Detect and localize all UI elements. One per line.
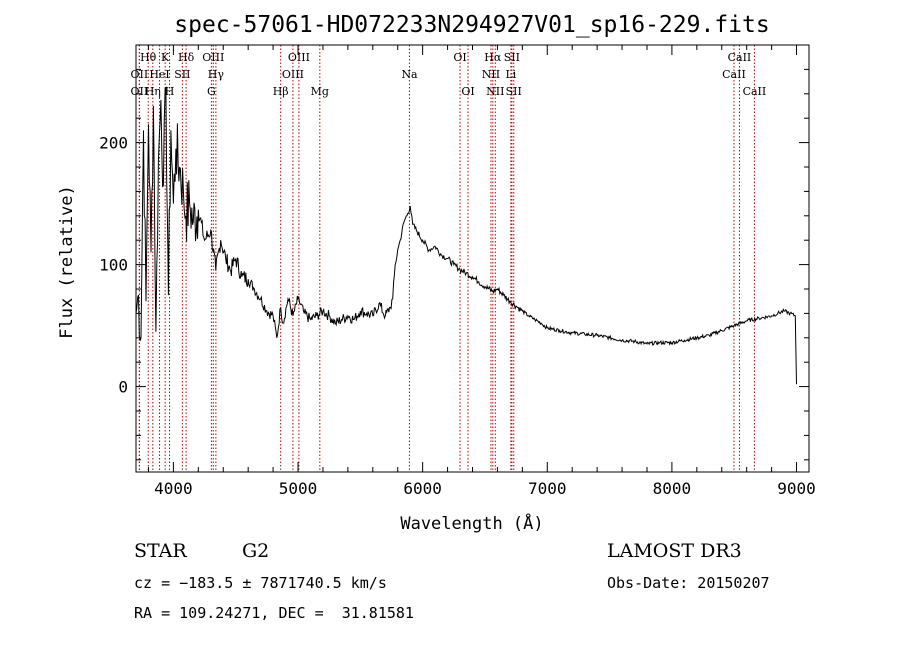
line-marker-label-1: OII	[131, 85, 149, 98]
x-axis-label: Wavelength (Å)	[400, 512, 543, 534]
chart-title: spec-57061-HD072233N294927V01_sp16-229.f…	[174, 12, 769, 38]
coordinates: RA = 109.24271, DEC = 31.81581	[134, 604, 414, 622]
line-marker-label-18: OI	[461, 85, 474, 98]
line-marker-label-3: Hη	[145, 85, 161, 98]
obs-date: Obs-Date: 20150207	[607, 574, 770, 592]
y-tick-label-1: 100	[99, 256, 128, 275]
line-marker-label-17: OI	[453, 51, 466, 64]
line-marker-label-16: Na	[401, 68, 418, 81]
y-axis-ticks: 0 100 200	[99, 68, 809, 461]
line-marker-label-13: OIII	[282, 68, 304, 81]
line-marker-label-12: Hβ	[273, 85, 289, 98]
survey-name: LAMOST DR3	[607, 540, 742, 562]
line-marker-label-25: CaII	[722, 68, 746, 81]
line-marker-label-22: SII	[504, 51, 520, 64]
line-marker-label-9: OIII	[202, 51, 224, 64]
x-tick-label-4: 8000	[653, 479, 692, 498]
subclass: G2	[242, 540, 270, 562]
line-marker-label-15: Mg	[311, 85, 329, 98]
line-marker-labels: OII OII Hθ Hη HeI K H SII Hδ OIII Hγ G Hβ OIII OIII Mg N…	[131, 51, 767, 98]
x-tick-label-1: 5000	[279, 479, 318, 498]
x-tick-label-0: 4000	[154, 479, 193, 498]
x-axis-ticks: 4000 5000 6000 7000 8000 9000	[147, 45, 816, 498]
x-tick-label-2: 6000	[403, 479, 442, 498]
line-marker-label-7: SII	[174, 68, 190, 81]
line-marker-label-20: Hα	[484, 51, 502, 64]
line-marker-label-6: H	[165, 85, 175, 98]
line-marker-label-10: Hγ	[208, 68, 225, 81]
y-axis-label: Flux (relative)	[57, 185, 77, 339]
y-tick-label-0: 0	[118, 378, 128, 397]
line-marker-label-5: K	[161, 51, 170, 64]
y-tick-label-2: 200	[99, 134, 128, 153]
object-class: STAR	[134, 540, 187, 562]
line-marker-label-23: Li	[505, 68, 516, 81]
line-marker-label-24: SII	[506, 85, 522, 98]
line-marker-label-27: CaII	[743, 85, 767, 98]
line-marker-label-19: NII	[482, 68, 500, 81]
x-tick-label-5: 9000	[777, 479, 816, 498]
line-marker-label-2: Hθ	[140, 51, 157, 64]
line-marker-label-8: Hδ	[178, 51, 195, 64]
line-marker-label-11: G	[207, 85, 216, 98]
line-marker-label-26: CaII	[728, 51, 752, 64]
line-marker-label-0: OII	[131, 68, 149, 81]
spectrum-line	[135, 86, 797, 385]
redshift-line: cz = −183.5 ± 7871740.5 km/s	[134, 574, 387, 592]
line-marker-label-21: NII	[486, 85, 504, 98]
line-marker-label-4: HeI	[149, 68, 169, 81]
x-tick-label-3: 7000	[528, 479, 567, 498]
line-marker-label-14: OIII	[288, 51, 310, 64]
